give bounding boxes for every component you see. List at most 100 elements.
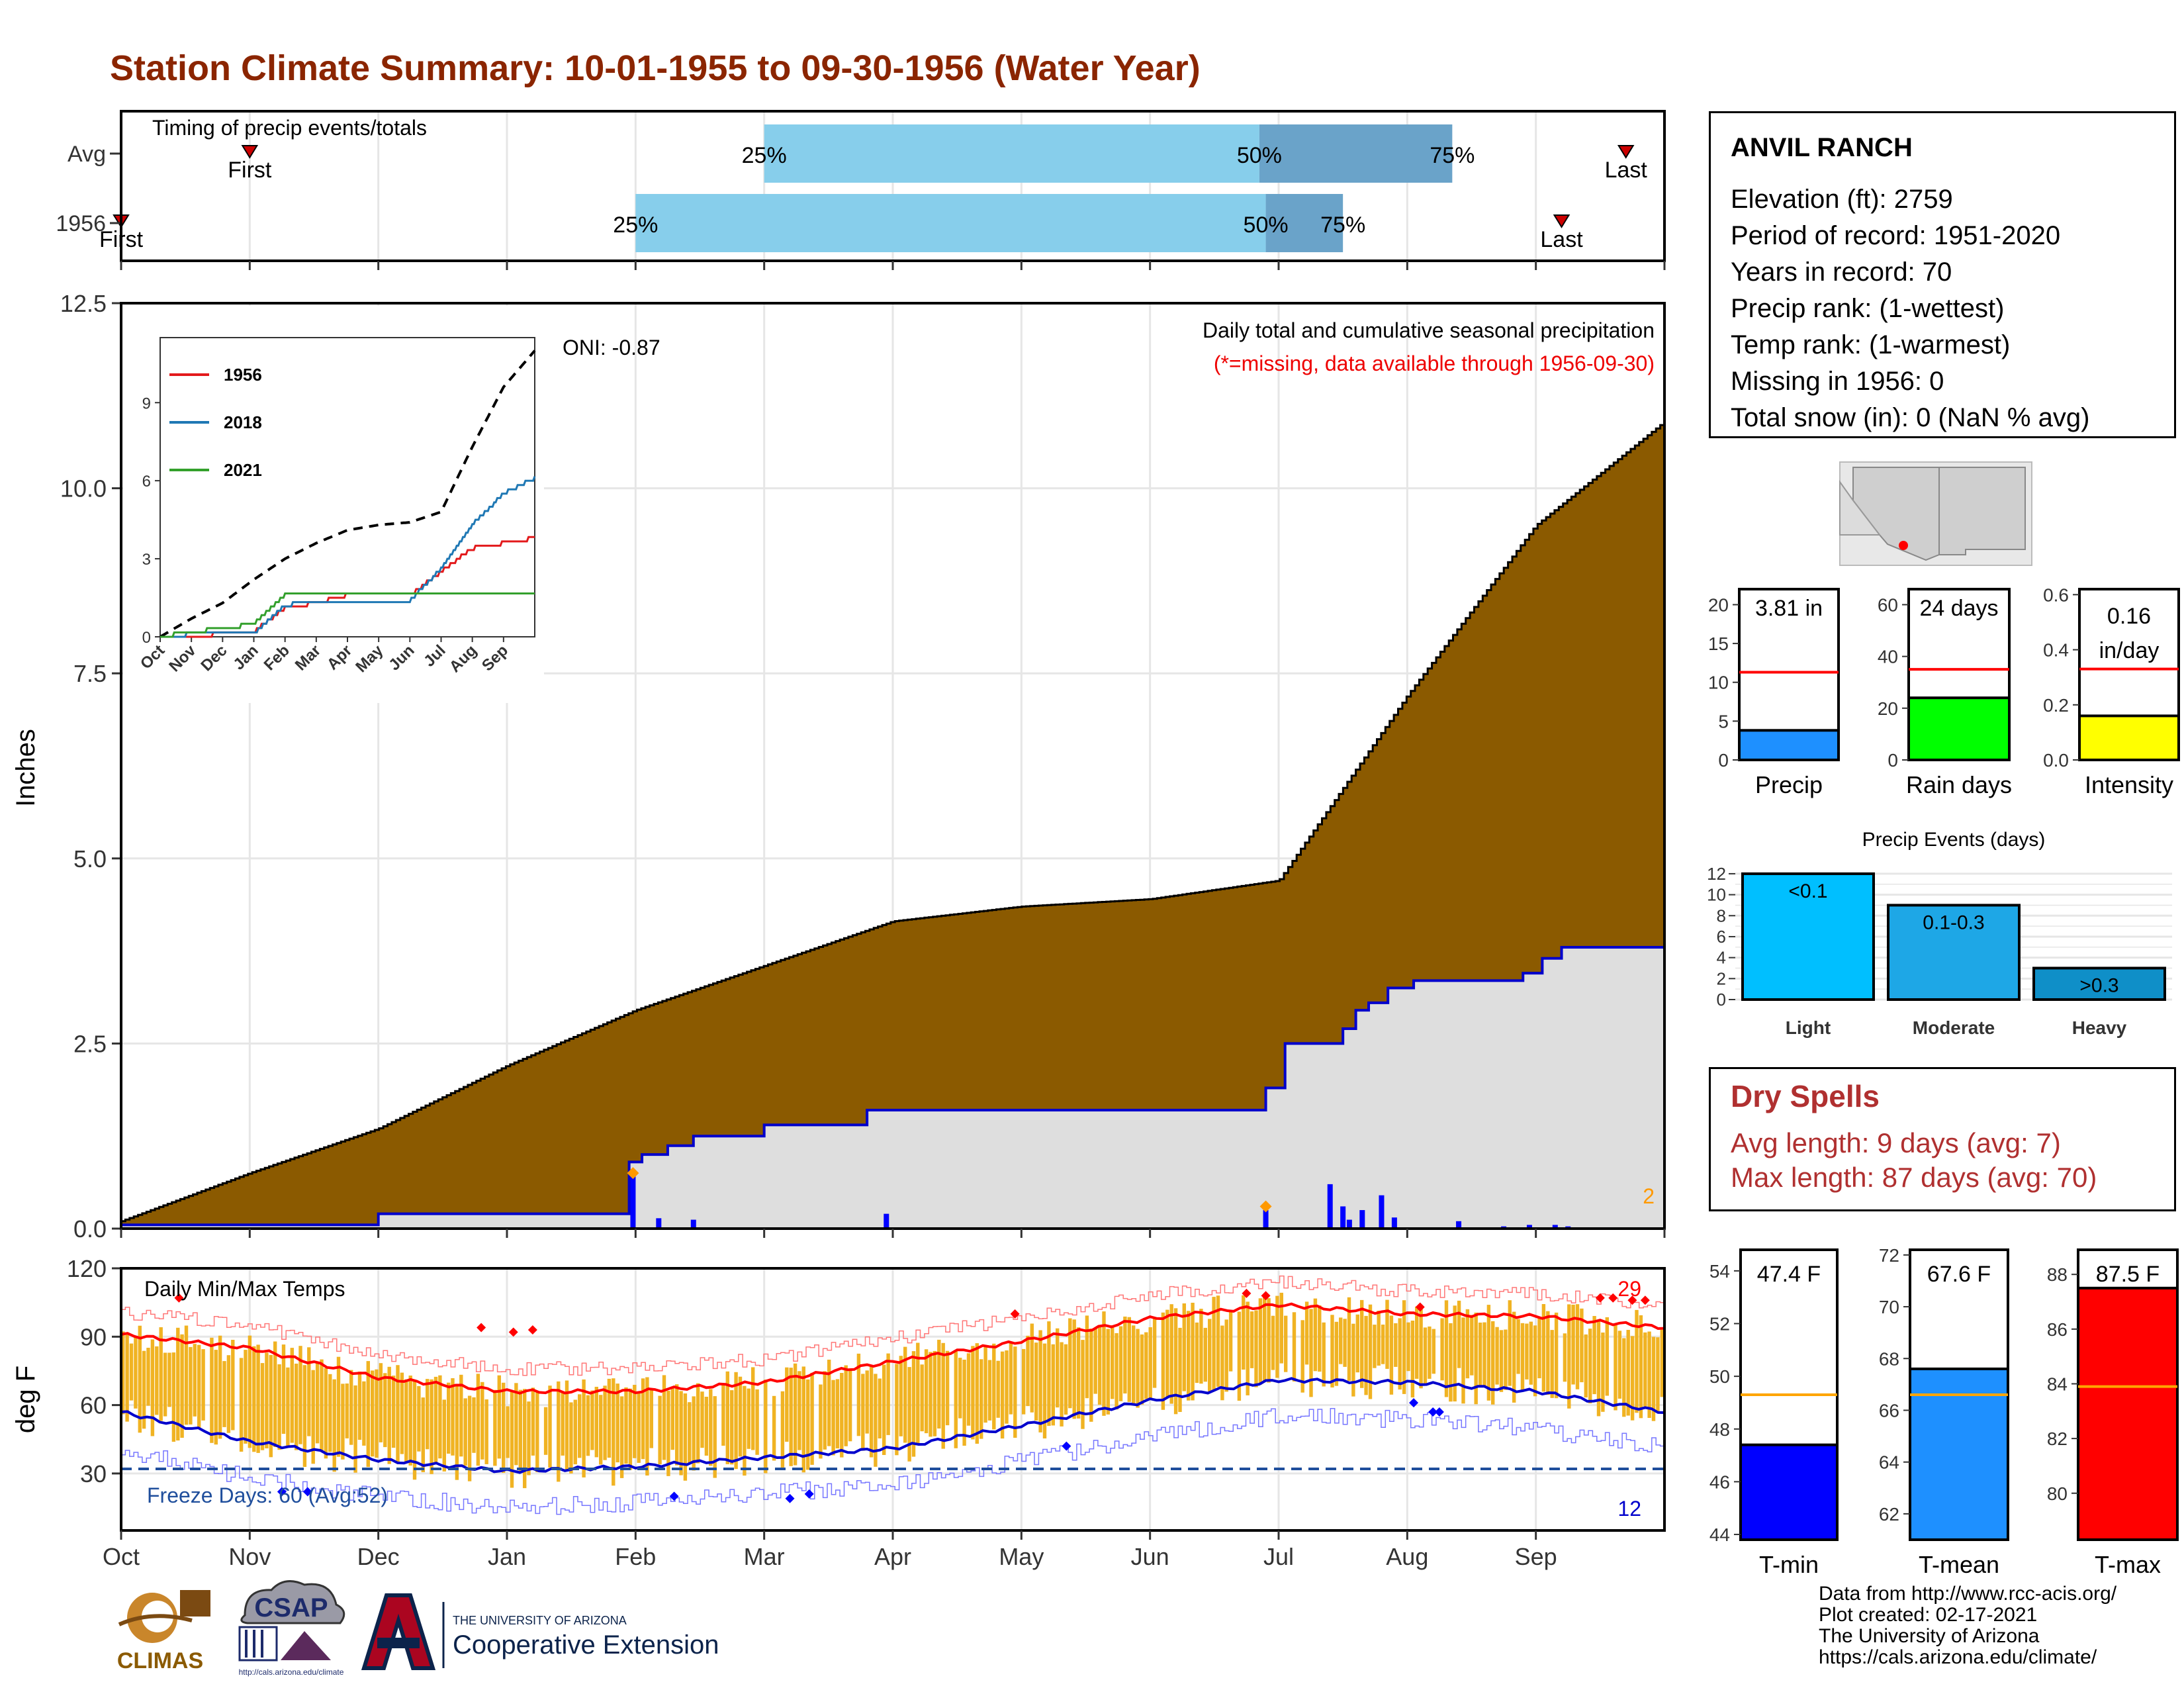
temp-summary-y-tick-label: 88 (2047, 1264, 2068, 1285)
temp-daily-bar (1191, 1303, 1195, 1401)
temp-daily-bar (1533, 1325, 1537, 1397)
temp-daily-bar (1550, 1330, 1554, 1398)
precip-daily-bar (1359, 1210, 1365, 1229)
temp-daily-bar (966, 1353, 971, 1426)
temp-daily-bar (666, 1391, 670, 1476)
precip-events-y-tick-label: 2 (1717, 968, 1726, 988)
temp-daily-bar (184, 1325, 189, 1425)
temp-daily-bar (1381, 1325, 1385, 1364)
temp-daily-bar (704, 1397, 709, 1456)
temp-avg-max-line (120, 1302, 1665, 1395)
temp-record-high-marker (1608, 1293, 1618, 1303)
temp-cold-count: 12 (1617, 1497, 1641, 1521)
freeze-days-label: Freeze Days: 60 (Avg:52) (147, 1483, 388, 1507)
temp-daily-bar (755, 1389, 759, 1455)
temp-daily-bar (599, 1395, 603, 1465)
credit-line-1: Data from http://www.rcc-acis.org/ (1819, 1583, 2117, 1605)
temp-daily-bar (1254, 1310, 1258, 1387)
temp-daily-bar (633, 1385, 637, 1458)
temp-daily-bar (751, 1367, 755, 1450)
temp-daily-bar (835, 1379, 840, 1449)
temp-daily-bar (146, 1348, 150, 1406)
timing-marker-last-year (1553, 214, 1570, 228)
temp-summary-y-tick-label: 50 (1709, 1366, 1730, 1387)
temp-daily-bar (484, 1399, 488, 1464)
temp-daily-bar (1588, 1329, 1592, 1403)
temp-daily-bar (1660, 1329, 1664, 1397)
temp-daily-bar (1060, 1342, 1064, 1427)
temp-daily-bar (848, 1369, 852, 1442)
summary-bar-Rain days (1907, 696, 2011, 761)
temp-daily-bar (1470, 1315, 1474, 1376)
temp-daily-bar (315, 1361, 320, 1444)
temp-summary-y-tick-label: 86 (2047, 1319, 2068, 1340)
credits: Data from http://www.rcc-acis.org/Plot c… (1819, 1583, 2116, 1668)
temp-daily-bar (1444, 1300, 1449, 1397)
temp-y-tick-label: 60 (80, 1392, 107, 1419)
temp-summary-bar-T-max (2077, 1286, 2179, 1541)
temp-record-high-marker (1415, 1302, 1425, 1312)
temp-daily-bar (1140, 1334, 1144, 1405)
temp-daily-bar (121, 1331, 125, 1415)
temp-daily-bar (218, 1335, 222, 1439)
precip-y-tick-label: 12.5 (60, 290, 107, 317)
oni-label: ONI: -0.87 (563, 336, 660, 359)
precip-daily-bar (1327, 1184, 1333, 1229)
temp-daily-bar (129, 1343, 134, 1401)
temp-daily-bar (1398, 1318, 1402, 1390)
temp-daily-bar (476, 1374, 480, 1466)
precip-count-label: 2 (1643, 1184, 1655, 1208)
temp-daily-bar (1385, 1299, 1389, 1369)
temp-daily-bar (269, 1354, 273, 1458)
temp-daily-bar (941, 1342, 945, 1449)
temp-daily-bar (1111, 1325, 1115, 1399)
dry-spells-avg: Avg length: 9 days (avg: 7) (1731, 1127, 2061, 1158)
temp-daily-bar (1614, 1323, 1617, 1411)
temp-daily-bar (878, 1378, 882, 1438)
temp-daily-bar (447, 1382, 451, 1454)
temp-record-low-marker (1062, 1441, 1071, 1451)
temp-summary-value-T-max: 87.5 F (2096, 1262, 2160, 1287)
temp-daily-bar (1656, 1337, 1660, 1413)
temp-daily-bar (1085, 1315, 1089, 1399)
temp-summary-y-tick-label: 64 (1879, 1452, 1899, 1473)
temp-daily-bar (1013, 1346, 1017, 1438)
timing-panel-label: Timing of precip events/totals (152, 116, 427, 140)
temp-record-high-marker (527, 1325, 537, 1335)
temp-daily-bar (1136, 1329, 1140, 1408)
temp-daily-bar (713, 1396, 717, 1478)
temp-daily-bar (1495, 1327, 1499, 1385)
inset-legend-label: 2018 (224, 412, 262, 432)
temp-daily-bar (273, 1341, 277, 1447)
summary-value-label-Intensity-1: 0.16 (2107, 604, 2151, 629)
temp-daily-bar (328, 1374, 332, 1452)
temp-x-tick-label: Aug (1386, 1543, 1428, 1570)
temp-daily-bar (396, 1365, 400, 1462)
temp-daily-bar (1271, 1315, 1275, 1370)
temp-daily-bar (615, 1383, 619, 1463)
temp-daily-bar (163, 1352, 167, 1417)
precip-y-tick-label: 2.5 (73, 1030, 107, 1057)
temp-daily-bar (430, 1379, 433, 1474)
temp-daily-bar (349, 1370, 353, 1445)
temp-daily-bar (1187, 1311, 1191, 1401)
temp-daily-bar (1000, 1351, 1005, 1439)
temp-daily-bar (336, 1356, 341, 1457)
temp-daily-bar (1512, 1311, 1516, 1403)
temp-daily-bar (222, 1361, 226, 1427)
temp-daily-bar (1334, 1321, 1339, 1386)
precip-missing-note: (*=missing, data available through 1956-… (1214, 352, 1655, 375)
temp-daily-bar (1072, 1319, 1076, 1419)
precip-y-tick-label: 7.5 (73, 660, 107, 687)
climas-logo-text: CLIMAS (117, 1648, 203, 1673)
temp-summary-value-T-min: 47.4 F (1757, 1262, 1821, 1287)
temp-x-tick-label: Sep (1515, 1543, 1557, 1570)
temp-record-high-marker (174, 1293, 184, 1303)
temp-daily-bar (1089, 1329, 1093, 1422)
temp-daily-bar (1118, 1326, 1123, 1401)
precip-subtitle: Daily total and cumulative seasonal prec… (1203, 318, 1655, 342)
precip-events-bar (1741, 872, 1875, 1002)
temp-daily-bar (911, 1351, 916, 1457)
inset-plot-area (159, 337, 535, 637)
temp-daily-bar (1486, 1305, 1491, 1401)
